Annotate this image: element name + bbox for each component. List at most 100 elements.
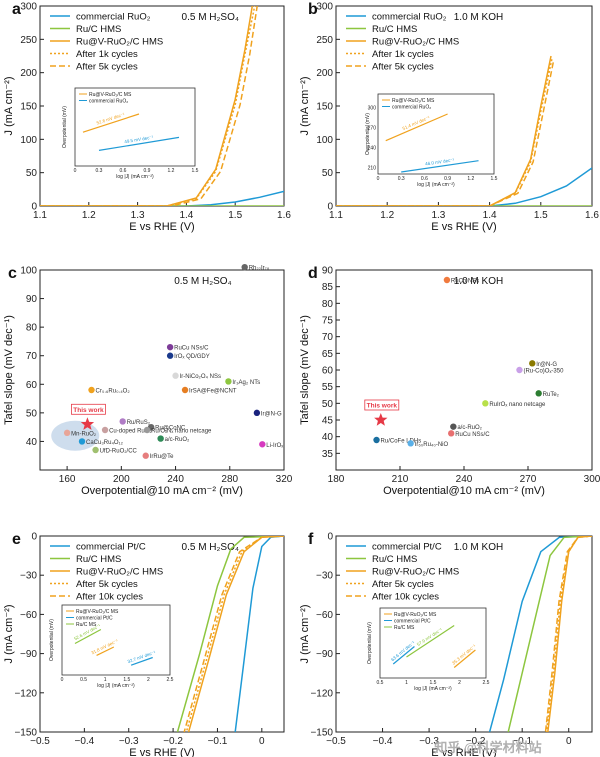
y-axis-label: Tafel slope (mV dec⁻¹)	[299, 315, 311, 425]
point-label: Cu-doped RuO₂	[109, 429, 152, 435]
x-axis-label: E vs RHE (V)	[431, 221, 496, 233]
x-axis-label: Overpotential@10 mA cm⁻² (mV)	[81, 485, 243, 497]
point-label: Ir₆₀Ru₄₀-NiO	[415, 442, 449, 448]
x-tick-label: 1.4	[179, 210, 193, 221]
x-tick-label: 240	[167, 474, 184, 485]
watermark: 知乎 @科学材料站	[434, 740, 541, 755]
legend-label: Ru/C HMS	[76, 554, 121, 565]
data-point	[443, 276, 451, 284]
point-label: UfD-RuO₂/CC	[100, 449, 138, 455]
y-tick-label: 250	[20, 35, 37, 46]
data-point	[63, 429, 71, 437]
y-axis-label: J (mA cm⁻²)	[3, 605, 15, 664]
inset-legend-label: commercial RuO₂	[392, 104, 431, 110]
series-line	[488, 536, 592, 732]
inset-tafel-line	[98, 136, 180, 151]
highlight-label-box	[364, 399, 400, 411]
inset-x-tick-label: 0.5	[80, 677, 87, 683]
legend-label: Ru@V-RuO₂/C HMS	[76, 567, 163, 578]
panel-letter: f	[308, 531, 314, 548]
y-tick-label: 40	[26, 437, 38, 448]
data-point	[78, 438, 86, 445]
y-tick-label: −90	[20, 649, 37, 660]
point-label: a/c-RuO₂	[165, 437, 190, 443]
y-tick-label: 300	[20, 2, 37, 13]
x-tick-label: −0.3	[119, 736, 139, 747]
inset-frame	[379, 607, 487, 679]
x-axis-label: E vs RHE (V)	[129, 221, 194, 233]
y-tick-label: 250	[316, 35, 333, 46]
point-label: Mn-RuO₂	[71, 431, 97, 437]
inset-y-tick-label: 210	[368, 165, 377, 171]
x-tick-label: 1.4	[483, 210, 497, 221]
inset-x-tick-label: 0.3	[96, 168, 103, 174]
x-tick-label: 0	[566, 736, 572, 747]
star-marker	[374, 413, 388, 426]
x-tick-label: 1.1	[33, 210, 47, 221]
point-label: Ir-NiCo₂O₄ NSs	[180, 374, 221, 380]
x-tick-label: 300	[584, 474, 600, 485]
inset-slope-label: 46.0 mV dec⁻¹	[425, 157, 455, 166]
y-tick-label: 0	[31, 202, 37, 213]
y-tick-label: 60	[322, 366, 334, 377]
inset-legend-label: Ru@V-RuO₂/C MS	[392, 98, 435, 104]
y-tick-label: 65	[322, 349, 334, 360]
point-label: Ru@CoNC	[155, 426, 186, 432]
inset-x-tick-label: 0.5	[377, 680, 384, 686]
x-tick-label: −0.1	[512, 736, 532, 747]
y-tick-label: −150	[310, 728, 333, 739]
condition-label: 0.5 M H₂SO₄	[182, 542, 239, 553]
inset-x-tick-label: 0	[74, 168, 77, 174]
data-point	[143, 426, 151, 434]
inset-legend-label: commercial RuO₂	[89, 98, 128, 104]
inset-x-tick-label: 2	[147, 677, 150, 683]
inset-tafel-line	[82, 113, 140, 133]
x-tick-label: −0.1	[208, 736, 228, 747]
y-tick-label: −60	[20, 610, 37, 621]
inset-legend-label: commercial Pt/C	[394, 618, 431, 624]
inset-x-tick-label: 0	[61, 677, 64, 683]
legend-label: Ru@V-RuO₂/C HMS	[76, 37, 163, 48]
y-tick-label: 60	[26, 380, 38, 391]
y-tick-label: 50	[322, 399, 334, 410]
legend-label: commercial Pt/C	[372, 542, 442, 553]
inset-tafel-line	[96, 646, 115, 656]
point-label: IrSA@Fe@NCNT	[189, 389, 237, 395]
legend-label: After 1k cycles	[76, 49, 138, 60]
y-tick-label: 50	[322, 168, 334, 179]
x-tick-label: −0.2	[163, 736, 183, 747]
series-line	[234, 536, 284, 732]
y-tick-label: 0	[31, 532, 37, 543]
legend-label: commercial RuO₂	[76, 12, 151, 23]
plot-frame	[39, 535, 285, 733]
inset-tafel-line	[74, 628, 102, 645]
x-tick-label: 1.2	[380, 210, 394, 221]
data-point	[450, 423, 457, 430]
series-line	[336, 167, 592, 206]
y-axis-label: J (mA cm⁻²)	[299, 77, 311, 136]
x-tick-label: 1.6	[277, 210, 291, 221]
y-tick-label: −120	[310, 688, 333, 699]
panel-c: c 160 200 240 280 320 40 50 60 70 80 90 100 Overpoten…	[3, 263, 293, 497]
highlight-label: This work	[367, 403, 398, 410]
data-point	[88, 386, 95, 394]
series-line	[336, 60, 555, 206]
data-point	[166, 352, 174, 359]
point-label: Ru/CoFe LDHs	[381, 439, 422, 445]
y-tick-label: 35	[322, 449, 334, 460]
point-label: Li-IrOₓ	[266, 443, 283, 449]
inset-x-tick-label: 1.5	[491, 176, 498, 182]
legend-label: Ru/C HMS	[372, 554, 417, 565]
legend-label: commercial RuO₂	[372, 12, 447, 23]
x-tick-label: 200	[113, 474, 130, 485]
inset-y-axis-label: Overpotential (mV)	[49, 619, 55, 661]
inset-x-tick-label: 0.6	[120, 168, 127, 174]
series-line	[185, 536, 284, 732]
y-tick-label: 100	[20, 135, 37, 146]
series-line	[176, 536, 284, 732]
point-label: IrOₓ QD/GDY	[174, 354, 210, 360]
series-line	[183, 536, 284, 732]
panel-letter: b	[308, 1, 318, 18]
inset-tafel-line	[392, 646, 415, 665]
